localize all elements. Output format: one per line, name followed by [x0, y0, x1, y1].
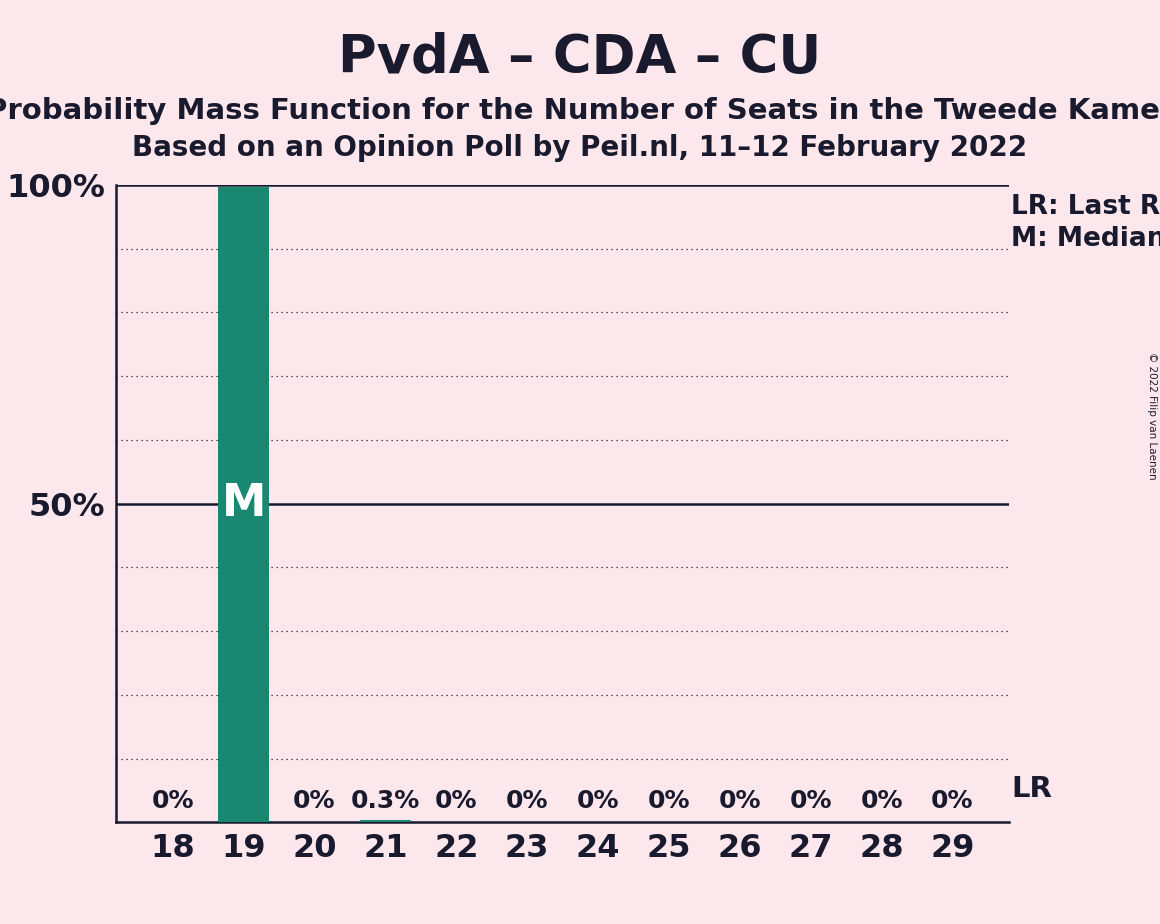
- Text: LR: Last Result: LR: Last Result: [1012, 194, 1160, 220]
- Text: 0%: 0%: [647, 789, 690, 813]
- Text: © 2022 Filip van Laenen: © 2022 Filip van Laenen: [1147, 352, 1157, 480]
- Text: 0%: 0%: [718, 789, 761, 813]
- Text: 0%: 0%: [861, 789, 902, 813]
- Text: M: Median: M: Median: [1012, 226, 1160, 252]
- Text: 0%: 0%: [790, 789, 832, 813]
- Text: 0%: 0%: [435, 789, 478, 813]
- Text: Based on an Opinion Poll by Peil.nl, 11–12 February 2022: Based on an Opinion Poll by Peil.nl, 11–…: [132, 134, 1028, 162]
- Text: LR: LR: [1012, 775, 1052, 803]
- Text: Probability Mass Function for the Number of Seats in the Tweede Kamer: Probability Mass Function for the Number…: [0, 97, 1160, 125]
- Text: 0%: 0%: [931, 789, 973, 813]
- Text: 0.3%: 0.3%: [350, 789, 420, 813]
- Bar: [218, 187, 269, 822]
- Text: PvdA – CDA – CU: PvdA – CDA – CU: [339, 32, 821, 84]
- Text: M: M: [222, 482, 266, 525]
- Text: 0%: 0%: [293, 789, 335, 813]
- Bar: [360, 821, 411, 822]
- Text: 0%: 0%: [506, 789, 549, 813]
- Text: 0%: 0%: [152, 789, 194, 813]
- Text: 0%: 0%: [577, 789, 619, 813]
